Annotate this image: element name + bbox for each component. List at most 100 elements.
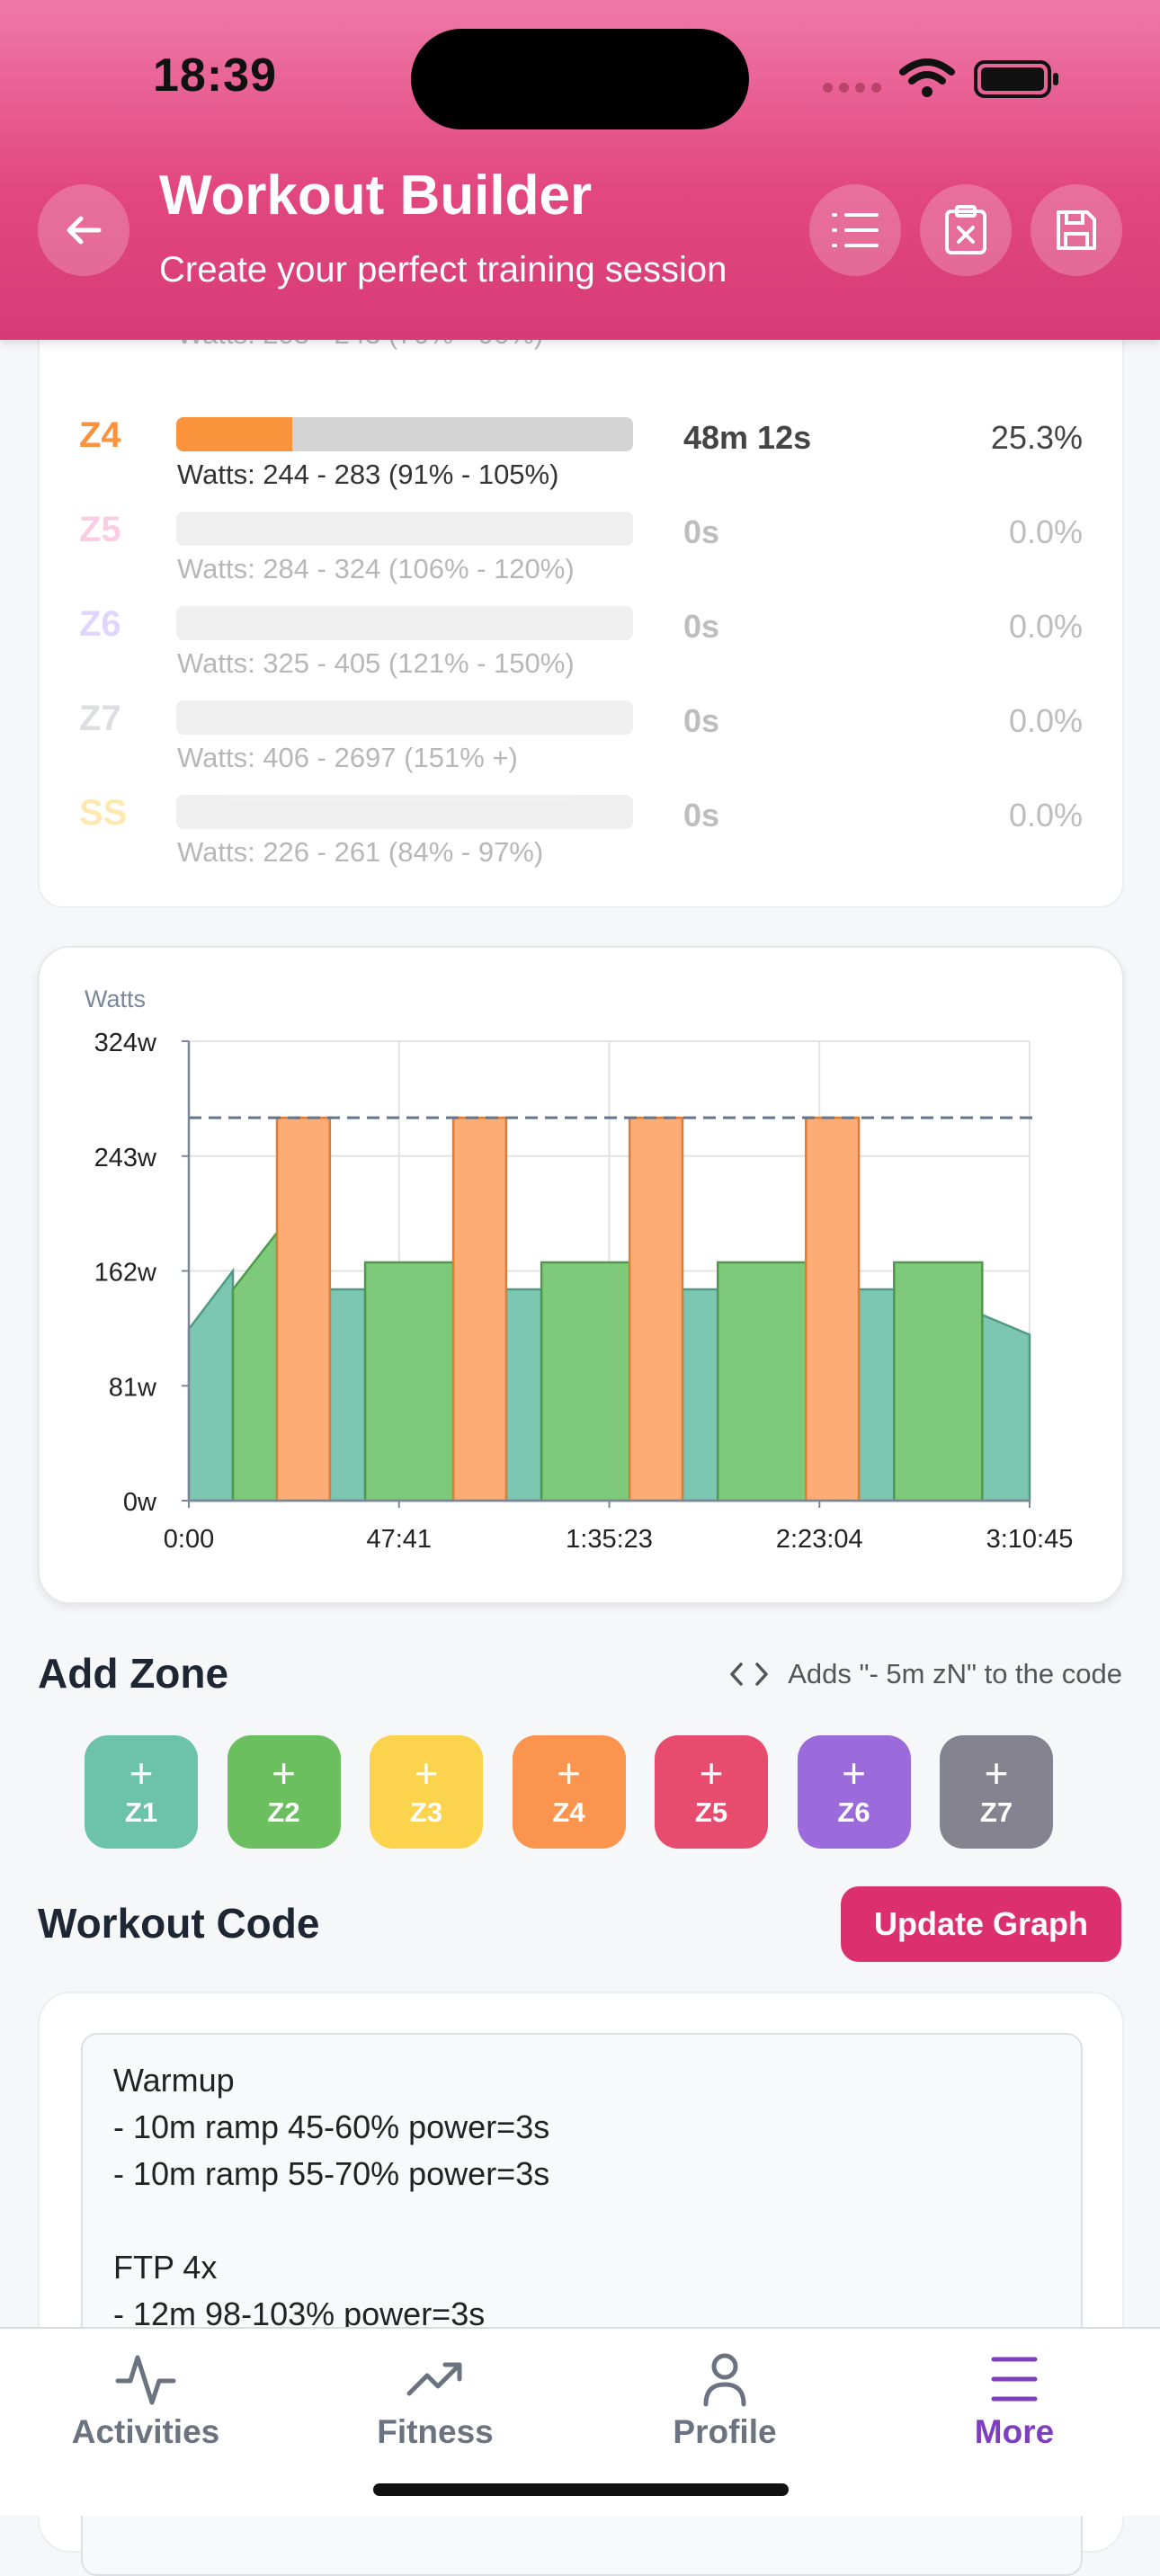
zone-button-label: Z2 bbox=[267, 1796, 300, 1828]
zone-bar bbox=[176, 417, 633, 451]
chart-segment-z4 bbox=[451, 1116, 508, 1502]
plus-icon: + bbox=[129, 1750, 154, 1796]
zone-watts: Watts: 244 - 283 (91% - 105%) bbox=[177, 459, 559, 490]
zone-bar bbox=[176, 700, 633, 735]
zone-button-label: Z7 bbox=[979, 1796, 1013, 1828]
chart-segment-z2 bbox=[363, 1261, 455, 1502]
trending-up-icon bbox=[406, 2362, 462, 2396]
zone-distribution-card: Z3Watts: 203 - 243 (76% - 90%)0s0.0%Z4Wa… bbox=[38, 275, 1124, 908]
tab-fitness-label: Fitness bbox=[377, 2413, 494, 2450]
wifi-icon bbox=[899, 58, 955, 97]
chart-segment-z1 bbox=[981, 1313, 1031, 1502]
zone-watts: Watts: 226 - 261 (84% - 97%) bbox=[177, 836, 544, 868]
zone-button-label: Z6 bbox=[837, 1796, 870, 1828]
back-arrow-icon bbox=[67, 216, 102, 245]
chart-segment-z1 bbox=[187, 1267, 235, 1502]
y-tick-label: 0w bbox=[123, 1488, 157, 1517]
tab-activities-label: Activities bbox=[71, 2413, 220, 2450]
tab-activities[interactable]: Activities bbox=[38, 2350, 254, 2451]
chart-segment-z2 bbox=[231, 1229, 279, 1502]
zone-label: Z7 bbox=[79, 699, 121, 738]
x-tick-label: 3:10:45 bbox=[986, 1525, 1074, 1554]
zone-time: 48m 12s bbox=[683, 419, 812, 456]
zone-button-label: Z1 bbox=[124, 1796, 158, 1828]
activity-icon bbox=[115, 2355, 176, 2405]
plus-icon: + bbox=[557, 1750, 581, 1796]
x-tick-label: 47:41 bbox=[366, 1525, 432, 1554]
list-button[interactable] bbox=[809, 184, 901, 276]
zone-button-label: Z5 bbox=[694, 1796, 728, 1828]
zone-row-z6: Z6 Watts: 325 - 405 (121% - 150%) 0s 0.0% bbox=[40, 604, 1122, 694]
zone-button-label: Z3 bbox=[409, 1796, 443, 1828]
user-icon bbox=[703, 2353, 746, 2407]
chart-segment-z4 bbox=[275, 1116, 332, 1502]
tab-profile-label: Profile bbox=[673, 2413, 777, 2450]
tab-profile[interactable]: Profile bbox=[617, 2350, 833, 2451]
page-subtitle: Create your perfect training session bbox=[159, 250, 727, 290]
plus-icon: + bbox=[414, 1750, 439, 1796]
zone-time: 0s bbox=[683, 608, 720, 645]
zone-watts: Watts: 284 - 324 (106% - 120%) bbox=[177, 553, 575, 584]
zone-label: Z5 bbox=[79, 510, 121, 549]
header: 18:39 Workout Builder Create your perfec… bbox=[0, 0, 1160, 340]
y-axis-label: Watts bbox=[85, 985, 146, 1012]
y-tick-label: 324w bbox=[94, 1029, 157, 1057]
add-zone-hint: Adds "- 5m zN" to the code bbox=[728, 1658, 1122, 1690]
save-button[interactable] bbox=[1031, 184, 1122, 276]
x-tick-label: 0:00 bbox=[164, 1525, 214, 1554]
add-zone-hint-text: Adds "- 5m zN" to the code bbox=[788, 1658, 1122, 1689]
zone-watts: Watts: 325 - 405 (121% - 150%) bbox=[177, 647, 575, 679]
zone-time: 0s bbox=[683, 797, 720, 833]
code-line: - 10m ramp 45-60% power=3s bbox=[113, 2108, 550, 2145]
add-zone-z1-button[interactable]: + Z1 bbox=[85, 1735, 198, 1849]
plus-icon: + bbox=[842, 1750, 866, 1796]
plus-icon: + bbox=[984, 1750, 1009, 1796]
home-indicator bbox=[373, 2483, 789, 2496]
tab-more[interactable]: More bbox=[906, 2350, 1122, 2451]
zone-label: Z4 bbox=[79, 415, 121, 455]
chart-segment-z2 bbox=[716, 1261, 808, 1502]
zone-bar bbox=[176, 795, 633, 829]
zone-row-z7: Z7 Watts: 406 - 2697 (151% +) 0s 0.0% bbox=[40, 699, 1122, 789]
back-button[interactable] bbox=[38, 184, 129, 276]
add-zone-z7-button[interactable]: + Z7 bbox=[940, 1735, 1053, 1849]
x-tick-label: 2:23:04 bbox=[776, 1525, 863, 1554]
zone-bar-fill bbox=[176, 417, 292, 451]
tab-fitness[interactable]: Fitness bbox=[327, 2350, 543, 2451]
add-zone-z3-button[interactable]: + Z3 bbox=[370, 1735, 483, 1849]
tab-bar: Activities Fitness Profile More bbox=[0, 2327, 1160, 2516]
plus-icon: + bbox=[272, 1750, 296, 1796]
tab-more-label: More bbox=[974, 2413, 1055, 2450]
y-tick-label: 81w bbox=[109, 1373, 157, 1402]
zone-time: 0s bbox=[683, 702, 720, 739]
add-zone-z4-button[interactable]: + Z4 bbox=[512, 1735, 626, 1849]
zone-percent: 0.0% bbox=[1008, 513, 1083, 550]
update-graph-button[interactable]: Update Graph bbox=[841, 1886, 1121, 1962]
add-zone-z2-button[interactable]: + Z2 bbox=[227, 1735, 341, 1849]
zone-row-z5: Z5 Watts: 284 - 324 (106% - 120%) 0s 0.0% bbox=[40, 510, 1122, 600]
clipboard-x-icon bbox=[945, 205, 986, 254]
battery-icon bbox=[974, 60, 1058, 98]
zone-bar bbox=[176, 512, 633, 546]
signal-icon bbox=[823, 83, 881, 93]
zone-label: SS bbox=[79, 793, 128, 833]
dynamic-island bbox=[411, 29, 749, 129]
zone-percent: 25.3% bbox=[990, 419, 1083, 456]
list-icon bbox=[832, 213, 879, 247]
add-zone-z6-button[interactable]: + Z6 bbox=[797, 1735, 911, 1849]
zone-bar bbox=[176, 606, 633, 640]
zone-watts: Watts: 406 - 2697 (151% +) bbox=[177, 742, 518, 773]
clear-button[interactable] bbox=[920, 184, 1012, 276]
zone-label: Z6 bbox=[79, 604, 121, 644]
save-icon bbox=[1057, 210, 1096, 250]
add-zone-z5-button[interactable]: + Z5 bbox=[655, 1735, 768, 1849]
x-tick-label: 1:35:23 bbox=[566, 1525, 653, 1554]
y-tick-label: 162w bbox=[94, 1259, 157, 1288]
code-line: - 10m ramp 55-70% power=3s bbox=[113, 2155, 550, 2192]
workout-chart-card: 324w 243w 162w 81w 0w 0:00 47:41 1:35:23 2:23:04… bbox=[38, 946, 1124, 1604]
menu-icon bbox=[991, 2357, 1038, 2402]
add-zone-title: Add Zone bbox=[38, 1650, 229, 1697]
zone-percent: 0.0% bbox=[1008, 608, 1083, 645]
code-icon bbox=[730, 1662, 768, 1686]
code-line: Warmup bbox=[113, 2062, 235, 2099]
